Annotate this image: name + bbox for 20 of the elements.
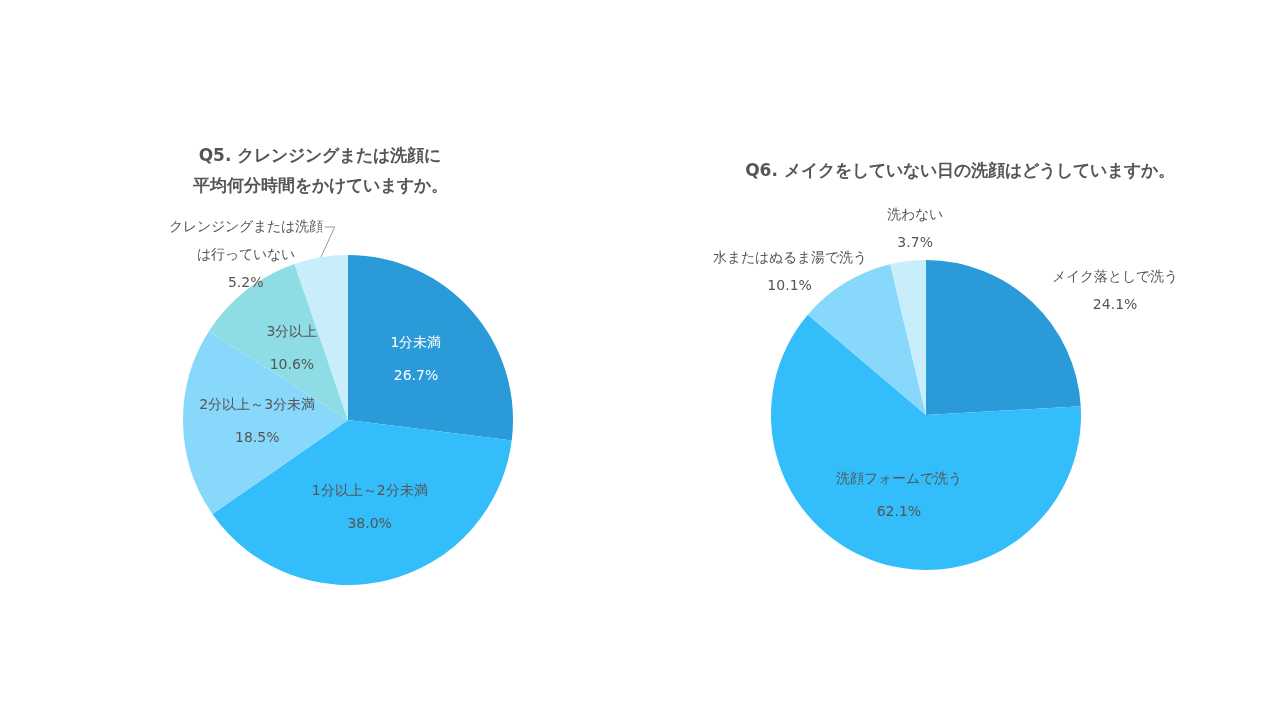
chart-title: Q6. メイクをしていない日の洗顔はどうしていますか。	[744, 159, 1176, 182]
data-label: 3.7%	[897, 233, 933, 250]
chart-title: Q5. クレンジングまたは洗顔に平均何分時間をかけていますか。	[191, 144, 449, 197]
data-label: 18.5%	[235, 428, 280, 445]
data-label: 26.7%	[393, 367, 439, 384]
slice-label: 2分以上～3分未満	[199, 395, 316, 412]
data-label: 10.1%	[767, 277, 812, 294]
data-label: 38.0%	[347, 515, 392, 532]
slice-label: 3分以上	[266, 322, 318, 339]
data-label: 5.2%	[227, 273, 264, 290]
slice-label: 洗顔フォームで洗う	[835, 469, 962, 486]
slice-label: 水またはぬるま湯で洗う	[712, 249, 867, 266]
slice-label: 洗わない	[887, 205, 944, 222]
data-label: 24.1%	[1092, 295, 1138, 312]
slice-label: 1分未満	[390, 334, 442, 351]
data-label: 10.6%	[269, 355, 315, 372]
slice-label: 1分以上～2分未満	[311, 482, 428, 499]
data-label: 62.1%	[876, 502, 922, 519]
slice-label: クレンジングまたは洗顔は行っていない	[168, 217, 323, 262]
slice-label: メイク落としで洗う	[1052, 267, 1179, 284]
